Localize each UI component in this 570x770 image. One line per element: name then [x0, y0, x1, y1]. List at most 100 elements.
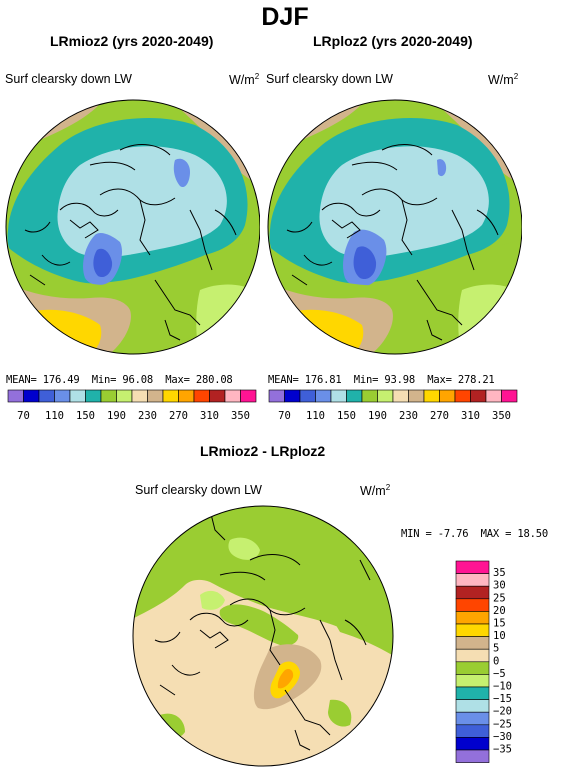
colorbar-tick-label: 150: [76, 410, 95, 422]
colorbar-tick-label: −15: [493, 693, 512, 705]
colorbar-tick-label: 70: [278, 410, 291, 422]
colorbar-swatch: [455, 724, 490, 738]
colorbar-tick-label: −30: [493, 731, 512, 743]
colorbar-swatch: [7, 389, 24, 403]
panel3-variable: Surf clearsky down LW: [135, 483, 262, 497]
colorbar-swatch: [455, 585, 490, 600]
colorbar-swatch: [346, 389, 363, 403]
panel3-min-label: MIN =: [401, 528, 432, 540]
colorbar-swatch: [209, 389, 226, 403]
panel2-stats: MEAN= 176.81 Min= 93.98 Max= 278.21: [268, 374, 495, 386]
colorbar-swatch: [315, 389, 332, 403]
colorbar-swatch: [455, 573, 490, 587]
colorbar-tick-label: 70: [17, 410, 30, 422]
colorbar-panel2: 70 110 150 190 230 270 310 350: [268, 389, 518, 422]
colorbar-swatch: [299, 389, 316, 403]
colorbar-swatch: [361, 389, 378, 403]
colorbar-swatch: [455, 598, 490, 612]
colorbar-tick-label: 20: [493, 605, 506, 617]
colorbar-swatch: [470, 389, 487, 403]
panel1-min-label: Min=: [91, 374, 117, 386]
panel3-title: LRmioz2 - LRploz2: [200, 443, 326, 459]
panel2-min-label: Min=: [353, 374, 379, 386]
panel1-min: 96.08: [122, 374, 153, 386]
colorbar-tick-label: 0: [493, 655, 499, 667]
panel1-max: 280.08: [195, 374, 233, 386]
colorbar-swatch: [455, 699, 490, 713]
colorbar-tick-label: 5: [493, 643, 499, 655]
colorbar-tick-label: 30: [493, 580, 506, 592]
panel1-units: W/m2: [229, 72, 260, 88]
panel2-max: 278.21: [457, 374, 495, 386]
colorbar-tick-label: −5: [493, 668, 506, 680]
panel2-min: 93.98: [384, 374, 415, 386]
colorbar-tick-label: 35: [493, 567, 506, 579]
colorbar-swatch: [408, 389, 425, 403]
panel1-title: LRmioz2 (yrs 2020-2049): [50, 33, 214, 49]
colorbar-tick-label: 10: [493, 630, 506, 642]
map-difference: [132, 505, 394, 767]
colorbar-swatch: [455, 648, 490, 663]
colorbar-swatch: [54, 389, 71, 403]
colorbar-swatch: [455, 636, 490, 650]
colorbar-tick-label: −25: [493, 718, 512, 730]
colorbar-swatch: [455, 737, 490, 751]
panel3-max-label: MAX =: [480, 528, 512, 540]
colorbar-swatch: [284, 389, 301, 403]
colorbar-swatch: [392, 389, 409, 403]
colorbar-swatch: [455, 661, 490, 675]
colorbar-tick-label: 350: [492, 410, 511, 422]
colorbar-tick-label: 230: [138, 410, 157, 422]
colorbar-swatch: [455, 674, 490, 688]
colorbar-tick-label: 150: [337, 410, 356, 422]
colorbar-panel1: 70 110 150 190 230 270 310 350: [7, 389, 257, 422]
colorbar-tick-label: 110: [306, 410, 325, 422]
colorbar-tick-label: −10: [493, 681, 512, 693]
colorbar-swatch: [439, 389, 456, 403]
colorbar-tick-label: 350: [231, 410, 250, 422]
panel1-mean-label: MEAN=: [6, 374, 37, 386]
colorbar-swatch: [178, 389, 195, 403]
colorbar-tick-label: 15: [493, 618, 506, 630]
colorbar-tick-label: 270: [169, 410, 188, 422]
panel2-title: LRploz2 (yrs 2020-2049): [313, 33, 473, 49]
colorbar-swatch: [147, 389, 164, 403]
colorbar-tick-label: 230: [399, 410, 418, 422]
colorbar-tick-label: 190: [107, 410, 126, 422]
colorbar-tick-label: 310: [461, 410, 480, 422]
colorbar-swatch: [131, 389, 148, 403]
colorbar-tick-label: 270: [430, 410, 449, 422]
panel1-stats: MEAN= 176.49 Min= 96.08 Max= 280.08: [6, 374, 233, 386]
colorbar-tick-label: 190: [368, 410, 387, 422]
figure-title: DJF: [261, 3, 309, 31]
panel2-mean: 176.81: [304, 374, 342, 386]
panel3-units: W/m2: [360, 483, 391, 499]
colorbar-swatch: [268, 389, 285, 403]
colorbar-swatch: [69, 389, 86, 403]
colorbar-swatch: [100, 389, 117, 403]
colorbar-swatch: [455, 686, 490, 700]
colorbar-tick-label: 310: [200, 410, 219, 422]
panel2-units: W/m2: [488, 72, 519, 88]
colorbar-tick-label: 25: [493, 592, 506, 604]
panel2-max-label: Max=: [427, 374, 452, 386]
colorbar-swatch: [423, 389, 440, 403]
panel1-max-label: Max=: [165, 374, 190, 386]
colorbar-swatch: [454, 389, 471, 403]
panel2-variable: Surf clearsky down LW: [266, 72, 393, 86]
colorbar-swatch: [330, 389, 347, 403]
panel2-mean-label: MEAN=: [268, 374, 299, 386]
panel3-max: 18.50: [517, 528, 548, 540]
colorbar-swatch: [377, 389, 394, 403]
colorbar-tick-label: 110: [45, 410, 64, 422]
panel3-stats: MIN = -7.76 MAX = 18.50: [401, 528, 548, 540]
colorbar-swatch: [240, 389, 257, 403]
colorbar-swatch: [501, 389, 518, 403]
colorbar-swatch: [455, 711, 490, 726]
colorbar-swatch: [224, 389, 241, 403]
colorbar-swatch: [485, 389, 502, 403]
colorbar-swatch: [455, 560, 490, 574]
colorbar-swatch: [116, 389, 133, 403]
colorbar-swatch: [455, 623, 490, 637]
colorbar-swatch: [85, 389, 102, 403]
